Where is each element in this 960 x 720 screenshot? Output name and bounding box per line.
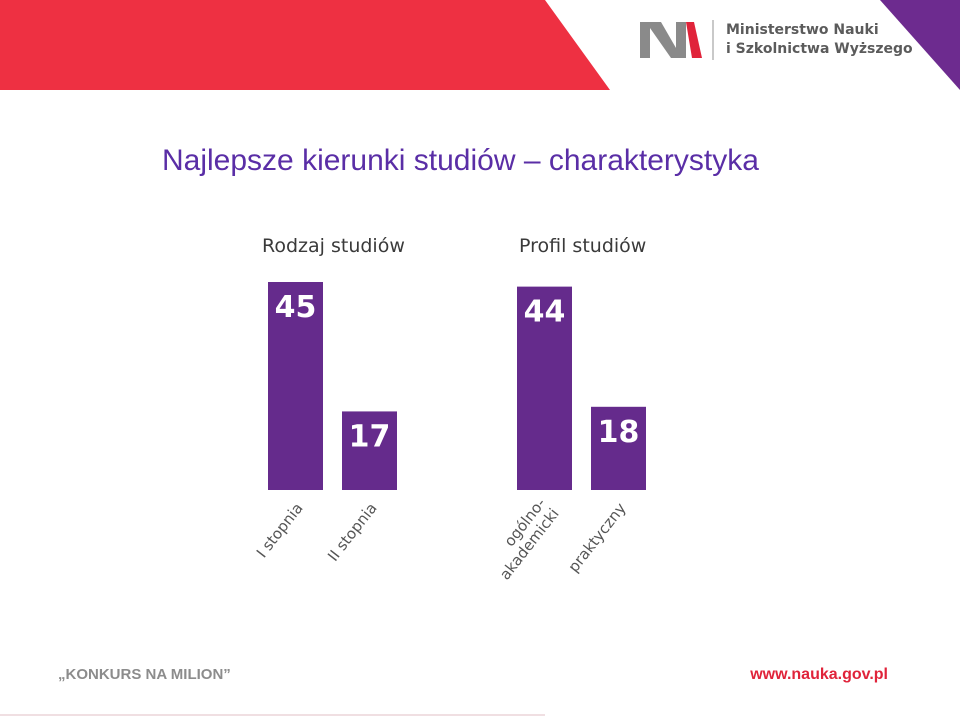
chart-1-bar-2 [342,411,397,490]
header-red-band [0,0,610,90]
category-label-line: II stopnia [324,499,381,564]
ministry-logo: Ministerstwo Nauki i Szkolnictwa Wyższeg… [640,18,940,68]
logo-line-2: i Szkolnictwa Wyższego [726,41,913,57]
logo-text: Ministerstwo Nauki i Szkolnictwa Wyższeg… [726,21,913,59]
category-label-line: praktyczny [564,499,629,575]
logo-line-1: Ministerstwo Nauki [726,22,879,38]
chart-1-bar-1 [268,282,323,490]
chart-2-title: Profil studiów [519,235,646,257]
chart-1-value-label-1: 45 [275,290,317,325]
chart-2-value-label-2: 18 [598,415,640,450]
chart-2-value-label-1: 44 [524,295,566,330]
footer-website-link[interactable]: www.nauka.gov.pl [750,666,888,683]
footer-contest-name: „KONKURS NA MILION” [58,666,231,683]
page-title: Najlepsze kierunki studiów – charakterys… [162,144,759,177]
chart-1-category-label-2: II stopnia [324,499,381,564]
chart-1-category-label-1: I stopnia [253,499,307,561]
chart-2-category-label-1: ogólno-akademicki [483,494,563,583]
chart-2-bar-1 [517,286,572,490]
chart-2-bar-2 [591,406,646,490]
chart-1-title: Rodzaj studiów [262,235,405,257]
footer-divider [0,714,545,716]
logo-separator [712,20,714,60]
category-label-line: I stopnia [253,499,307,561]
chart-1-value-label-2: 17 [349,419,391,454]
header-purple-wedge [880,0,960,90]
chart-2-category-label-2: praktyczny [564,499,629,575]
ministry-logo-mark-icon [640,22,702,58]
